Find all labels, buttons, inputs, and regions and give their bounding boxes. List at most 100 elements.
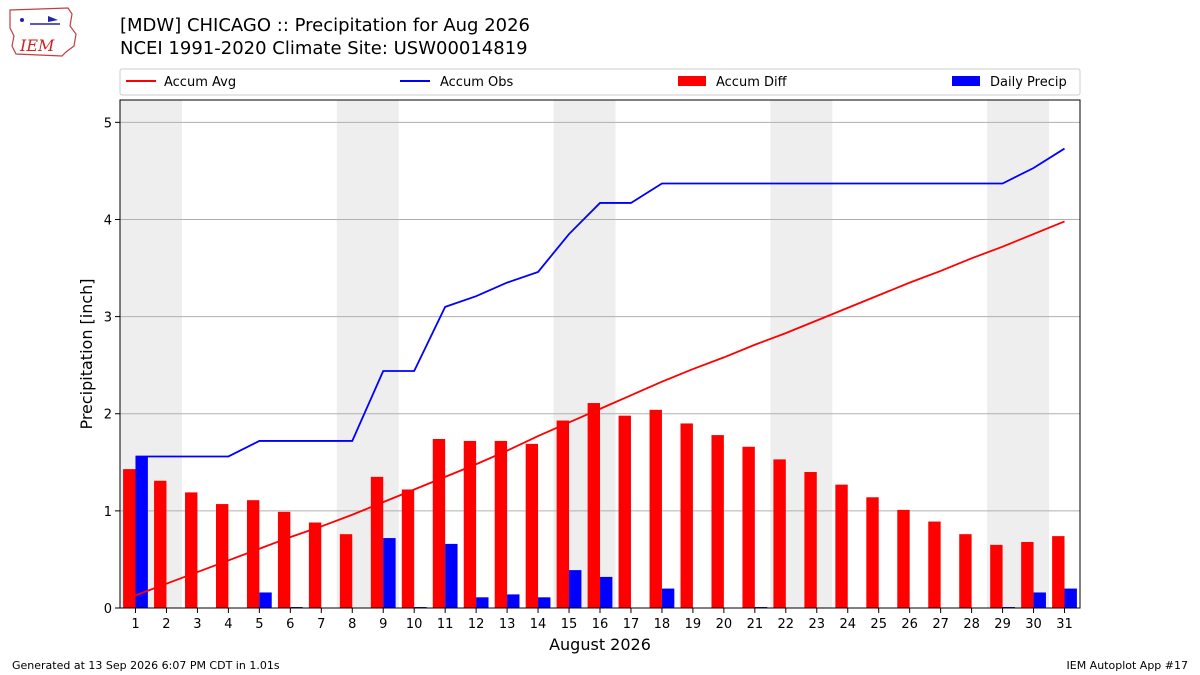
accum-diff-bar-18 (649, 409, 662, 608)
x-tick-label-4: 4 (224, 617, 232, 632)
x-tick-label-14: 14 (530, 617, 547, 632)
daily-precip-bar-9 (383, 538, 396, 608)
x-tick-label-29: 29 (994, 617, 1011, 632)
daily-precip-bar-12 (476, 597, 489, 608)
daily-precip-bar-30 (1033, 592, 1046, 608)
accum-diff-bar-14 (525, 443, 539, 608)
daily-precip-bar-18 (661, 588, 675, 608)
logo-flag-icon (48, 16, 58, 22)
accum-diff-bar-5 (246, 500, 260, 608)
x-tick-label-5: 5 (255, 617, 263, 632)
x-tick-label-28: 28 (963, 617, 980, 632)
y-axis-ticks: 0 1 2 3 4 5 (104, 116, 120, 617)
legend-accum-obs-label: Accum Obs (440, 75, 513, 90)
chart-subtitle: NCEI 1991-2020 Climate Site: USW00014819 (120, 38, 528, 59)
accum-diff-bar-23 (804, 472, 817, 608)
accum-diff-bar-15 (556, 420, 570, 608)
x-axis-ticks: 1 2 3 4 5 6 7 8 9 10 11 12 13 14 15 16 17 18 19 20 21 22 23 24 2… (131, 608, 1073, 632)
chart-title: [MDW] CHICAGO :: Precipitation for Aug 2… (120, 15, 530, 36)
x-tick-label-6: 6 (286, 617, 294, 632)
accum-diff-bar-6 (277, 511, 291, 608)
iowa-outline-icon (9, 7, 77, 57)
accum-obs-line (135, 147, 1065, 458)
y-tick-label-1: 1 (104, 505, 112, 520)
accum-diff-bar-30 (1021, 541, 1034, 608)
accum-diff-bar-21 (742, 446, 755, 608)
legend-frame (119, 68, 1081, 96)
daily-precip-bar-16 (600, 576, 613, 608)
accum-diff-bar-9 (370, 476, 384, 608)
accum-diff-bar-26 (897, 509, 910, 608)
logo-text: IEM (19, 36, 55, 55)
footer-generated: Generated at 13 Sep 2026 6:07 PM CDT in … (12, 659, 280, 672)
accum-diff-bar-8 (339, 534, 353, 608)
x-tick-label-15: 15 (561, 617, 578, 632)
accum-diff-bar-16 (587, 403, 600, 608)
daily-precip-bar-11 (445, 543, 458, 608)
x-tick-label-19: 19 (685, 617, 702, 632)
x-tick-label-18: 18 (654, 617, 671, 632)
legend-daily-precip-swatch (952, 76, 980, 86)
accum-diff-bar-24 (835, 484, 848, 608)
x-tick-label-8: 8 (348, 617, 356, 632)
accum-diff-bar-12 (463, 440, 477, 608)
x-tick-label-27: 27 (932, 617, 949, 632)
legend-accum-diff-label: Accum Diff (716, 75, 788, 90)
x-tick-label-12: 12 (468, 617, 485, 632)
accum-avg-line (135, 220, 1065, 597)
daily-precip-bar-13 (507, 594, 520, 608)
legend-daily-precip-label: Daily Precip (990, 75, 1067, 90)
line-series (135, 147, 1065, 597)
accum-diff-bar-10 (401, 489, 415, 608)
accum-diff-bar-17 (618, 415, 631, 608)
y-axis-label: Precipitation [inch] (77, 278, 96, 429)
y-tick-label-2: 2 (104, 408, 112, 423)
legend: Accum Avg Accum Obs Accum Diff Daily Pre… (119, 68, 1081, 96)
x-tick-label-17: 17 (623, 617, 640, 632)
accum-diff-bar-2 (154, 480, 167, 608)
x-tick-label-20: 20 (716, 617, 733, 632)
y-tick-label-3: 3 (104, 311, 112, 326)
accum-diff-bar-7 (308, 522, 322, 608)
accum-diff-bar-11 (432, 438, 446, 608)
x-tick-label-13: 13 (499, 617, 516, 632)
x-tick-label-10: 10 (406, 617, 423, 632)
x-tick-label-7: 7 (317, 617, 325, 632)
accum-diff-bar-25 (866, 497, 879, 608)
accum-diff-bar-27 (928, 521, 941, 608)
bar-series (123, 403, 1077, 608)
accum-diff-bar-22 (773, 459, 786, 608)
x-axis-label: August 2026 (549, 635, 651, 654)
y-tick-label-4: 4 (104, 213, 112, 228)
y-gridlines (120, 121, 1080, 512)
x-tick-label-2: 2 (162, 617, 170, 632)
x-tick-label-31: 31 (1056, 617, 1073, 632)
x-tick-label-22: 22 (778, 617, 795, 632)
x-tick-label-11: 11 (437, 617, 454, 632)
x-tick-label-21: 21 (747, 617, 764, 632)
x-tick-label-3: 3 (193, 617, 201, 632)
legend-accum-avg-label: Accum Avg (164, 75, 236, 90)
x-tick-label-26: 26 (901, 617, 918, 632)
accum-diff-bar-31 (1052, 536, 1065, 608)
accum-diff-bar-1 (123, 469, 136, 608)
accum-diff-bar-4 (216, 504, 229, 608)
x-tick-label-24: 24 (839, 617, 856, 632)
daily-precip-bar-5 (259, 592, 272, 608)
logo-wind-icon (20, 18, 24, 22)
y-tick-label-5: 5 (104, 116, 112, 131)
y-tick-label-0: 0 (104, 602, 112, 617)
x-tick-label-25: 25 (870, 617, 887, 632)
daily-precip-bar-1 (135, 456, 148, 608)
daily-precip-bar-15 (569, 570, 582, 608)
accum-diff-bar-19 (680, 423, 693, 608)
accum-diff-bar-20 (711, 435, 724, 608)
weekend-shade-1 (336, 100, 399, 608)
accum-diff-bar-28 (959, 534, 972, 608)
legend-accum-diff-swatch (678, 76, 706, 86)
x-tick-label-30: 30 (1025, 617, 1042, 632)
accum-diff-bar-13 (494, 440, 508, 608)
daily-precip-bar-31 (1064, 588, 1077, 608)
accum-diff-bar-3 (185, 492, 198, 608)
